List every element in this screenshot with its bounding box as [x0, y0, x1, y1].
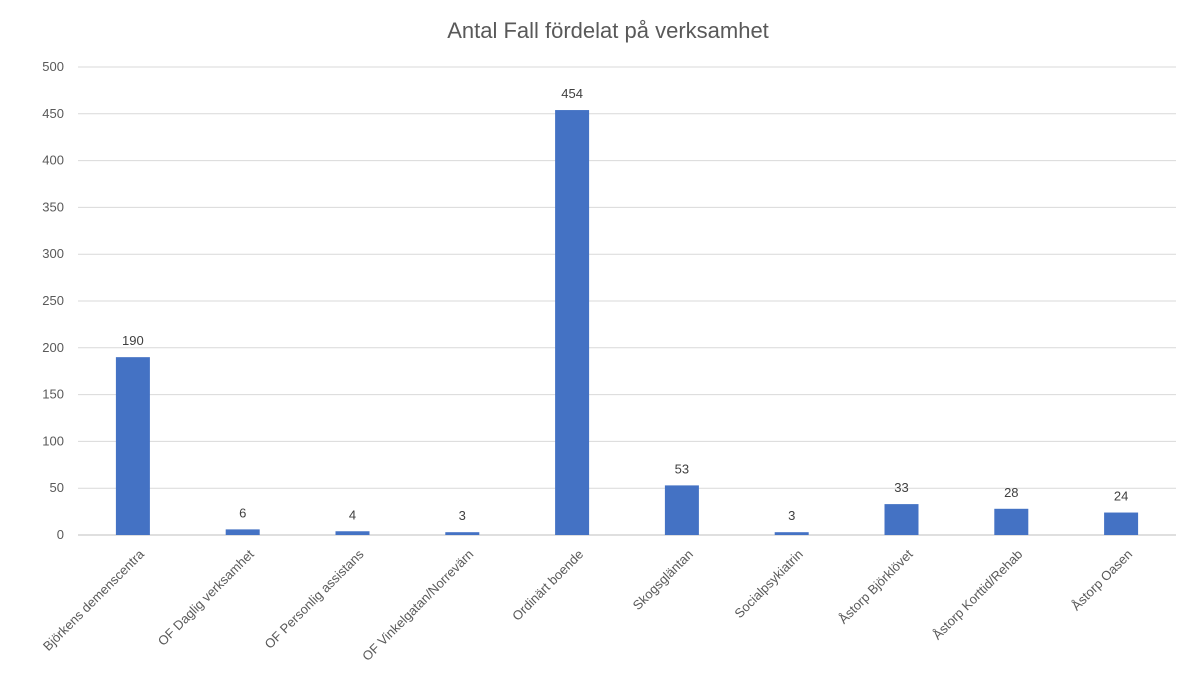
x-tick-label: Åstorp Björklövet	[836, 546, 916, 626]
y-tick-label: 100	[42, 433, 64, 448]
bar	[1104, 512, 1139, 535]
y-tick-label: 150	[42, 387, 64, 402]
bar	[225, 529, 260, 535]
chart-title: Antal Fall fördelat på verksamhet	[447, 18, 769, 43]
y-tick-label: 350	[42, 199, 64, 214]
bar	[774, 532, 809, 535]
data-label: 4	[349, 507, 356, 522]
x-tick-label: Skogsgläntan	[630, 547, 696, 613]
x-tick-label: Socialpsykiatrin	[731, 547, 805, 621]
y-tick-label: 250	[42, 293, 64, 308]
y-tick-label: 400	[42, 153, 64, 168]
bar	[664, 485, 699, 535]
data-label: 190	[122, 333, 144, 348]
gridlines	[78, 66, 1176, 536]
y-tick-label: 200	[42, 340, 64, 355]
data-label: 24	[1114, 489, 1128, 504]
y-tick-label: 500	[42, 59, 64, 74]
y-tick-label: 450	[42, 106, 64, 121]
bars	[115, 110, 1139, 535]
x-axis: Björkens demenscentra OF Daglig verksamhe…	[40, 546, 1135, 664]
data-label: 3	[788, 508, 795, 523]
bar	[445, 532, 480, 535]
data-label: 33	[894, 480, 908, 495]
x-tick-label: Björkens demenscentra	[40, 546, 148, 654]
data-label: 6	[239, 505, 246, 520]
data-label: 3	[459, 508, 466, 523]
bar	[335, 531, 370, 535]
data-label: 53	[675, 461, 689, 476]
y-axis: 0 50 100 150 200 250 300 350 400 450 500	[42, 59, 64, 542]
x-tick-label: OF Daglig verksamhet	[155, 546, 257, 648]
bar	[884, 504, 919, 535]
y-tick-label: 300	[42, 246, 64, 261]
x-tick-label: Åstorp Oasen	[1068, 547, 1135, 614]
x-tick-label: Ordinärt boende	[509, 547, 586, 624]
bar	[555, 110, 590, 535]
x-tick-label: OF Personlig assistans	[261, 546, 366, 651]
bar	[115, 357, 150, 535]
y-tick-label: 0	[57, 527, 64, 542]
x-tick-label: Åstorp Korttid/Rehab	[929, 547, 1025, 643]
y-tick-label: 50	[50, 480, 64, 495]
data-label: 28	[1004, 485, 1018, 500]
x-tick-label: OF Vinkelgatan/Norrevärn	[359, 547, 476, 664]
data-label: 454	[561, 86, 583, 101]
bar	[994, 508, 1029, 535]
